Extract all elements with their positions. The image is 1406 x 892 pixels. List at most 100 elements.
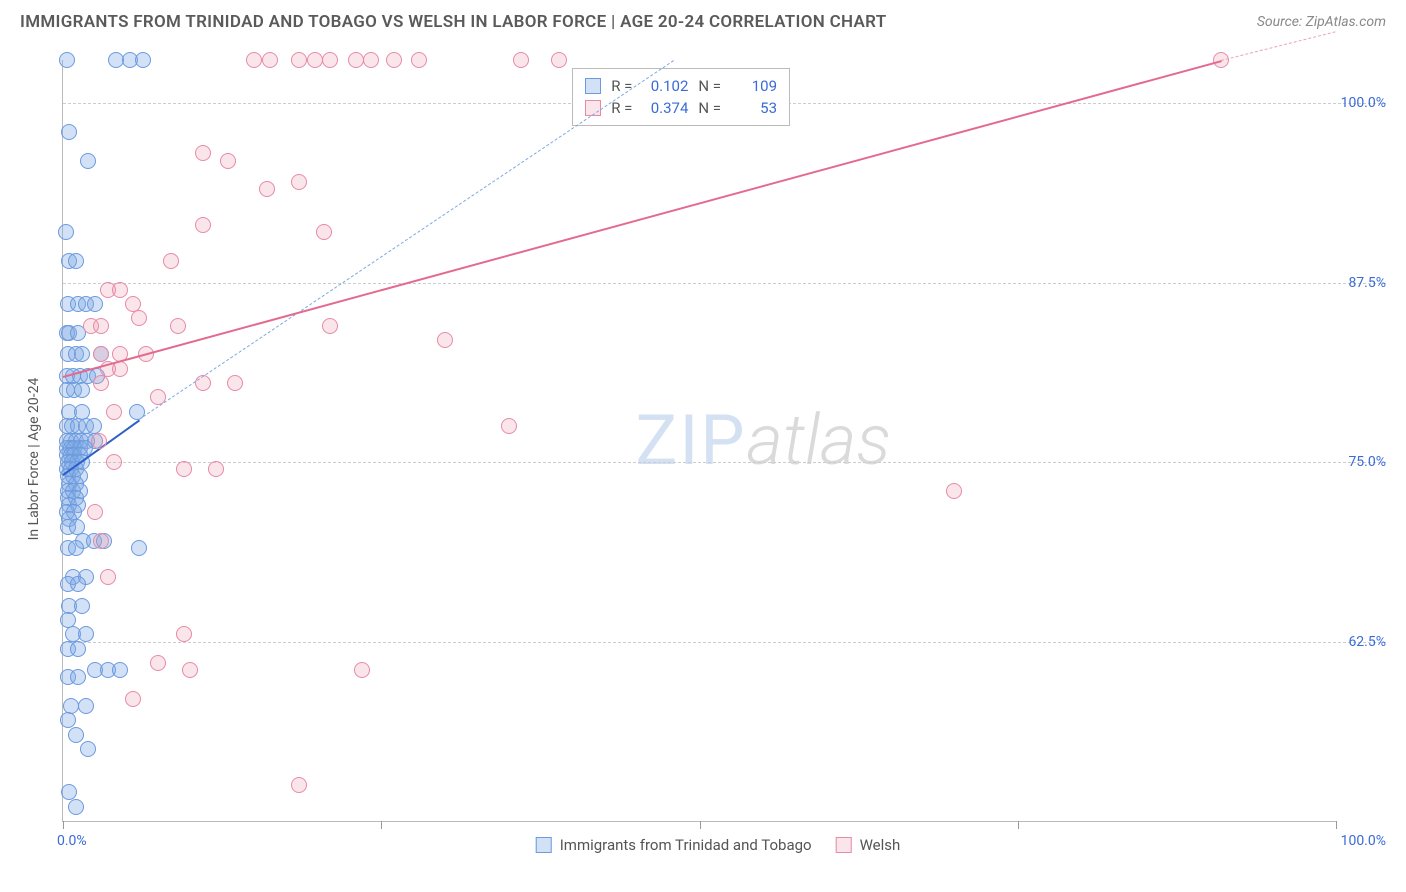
x-tick: [1018, 821, 1019, 829]
data-point: [93, 318, 109, 334]
legend-swatch-b: [836, 837, 852, 853]
data-point: [176, 461, 192, 477]
data-point: [80, 741, 96, 757]
data-point: [946, 483, 962, 499]
y-tick-label: 87.5%: [1348, 275, 1386, 291]
data-point: [182, 662, 198, 678]
data-point: [112, 662, 128, 678]
data-point: [87, 504, 103, 520]
stats-r-value: 0.102: [642, 77, 688, 95]
data-point: [68, 253, 84, 269]
data-point: [80, 153, 96, 169]
data-point: [68, 540, 84, 556]
data-point: [170, 318, 186, 334]
data-point: [195, 375, 211, 391]
data-point: [74, 382, 90, 398]
plot-area: ZIPatlas 62.5%75.0%87.5%100.0%0.0%100.0%…: [62, 60, 1336, 822]
data-point: [291, 777, 307, 793]
stats-row: R = 0.102 N = 109: [585, 75, 777, 97]
data-point: [501, 418, 517, 434]
data-point: [363, 52, 379, 68]
data-point: [316, 224, 332, 240]
data-point: [195, 217, 211, 233]
data-point: [78, 626, 94, 642]
chart-container: In Labor Force | Age 20-24 ZIPatlas 62.5…: [50, 50, 1386, 852]
stats-swatch: [585, 78, 601, 94]
legend-label-b: Welsh: [860, 836, 901, 854]
data-point: [348, 52, 364, 68]
data-point: [354, 662, 370, 678]
gridline: [63, 642, 1386, 643]
y-tick-label: 75.0%: [1348, 454, 1386, 470]
data-point: [58, 224, 74, 240]
data-point: [551, 52, 567, 68]
chart-title: IMMIGRANTS FROM TRINIDAD AND TOBAGO VS W…: [20, 12, 886, 32]
watermark-atlas: atlas: [747, 400, 891, 482]
legend-item-b: Welsh: [836, 836, 901, 854]
data-point: [112, 282, 128, 298]
stats-n-value: 53: [731, 99, 777, 117]
stats-n-label: N =: [698, 77, 721, 95]
data-point: [150, 655, 166, 671]
x-max-label: 100.0%: [1341, 833, 1386, 849]
data-point: [227, 375, 243, 391]
legend-swatch-a: [536, 837, 552, 853]
data-point: [93, 533, 109, 549]
data-point: [70, 669, 86, 685]
watermark: ZIPatlas: [635, 400, 890, 482]
data-point: [322, 318, 338, 334]
x-min-label: 0.0%: [57, 833, 87, 849]
x-tick: [63, 821, 64, 829]
y-tick-label: 62.5%: [1348, 634, 1386, 650]
data-point: [100, 569, 116, 585]
stats-n-value: 109: [731, 77, 777, 95]
data-point: [246, 52, 262, 68]
stats-r-label: R =: [611, 77, 632, 95]
data-point: [93, 375, 109, 391]
data-point: [135, 52, 151, 68]
data-point: [291, 52, 307, 68]
bottom-legend: Immigrants from Trinidad and Tobago Wels…: [536, 836, 901, 854]
data-point: [70, 576, 86, 592]
gridline: [63, 283, 1386, 284]
data-point: [59, 52, 75, 68]
x-tick: [381, 821, 382, 829]
trend-line-dashed: [139, 60, 674, 420]
stats-n-label: N =: [698, 99, 721, 117]
data-point: [61, 124, 77, 140]
data-point: [70, 641, 86, 657]
data-point: [74, 346, 90, 362]
data-point: [131, 310, 147, 326]
data-point: [131, 540, 147, 556]
data-point: [68, 727, 84, 743]
data-point: [163, 253, 179, 269]
data-point: [220, 153, 236, 169]
data-point: [208, 461, 224, 477]
data-point: [63, 698, 79, 714]
watermark-zip: ZIP: [635, 400, 746, 482]
data-point: [87, 296, 103, 312]
data-point: [386, 52, 402, 68]
stats-r-label: R =: [611, 99, 632, 117]
data-point: [262, 52, 278, 68]
data-point: [150, 389, 166, 405]
data-point: [322, 52, 338, 68]
data-point: [78, 698, 94, 714]
x-tick: [700, 821, 701, 829]
data-point: [411, 52, 427, 68]
data-point: [74, 598, 90, 614]
chart-header: IMMIGRANTS FROM TRINIDAD AND TOBAGO VS W…: [0, 0, 1406, 40]
data-point: [68, 799, 84, 815]
y-tick-label: 100.0%: [1341, 95, 1386, 111]
gridline: [63, 462, 1386, 463]
data-point: [125, 691, 141, 707]
data-point: [91, 433, 107, 449]
data-point: [291, 174, 307, 190]
x-tick: [1336, 821, 1337, 829]
legend-item-a: Immigrants from Trinidad and Tobago: [536, 836, 812, 854]
chart-source: Source: ZipAtlas.com: [1257, 14, 1386, 30]
data-point: [195, 145, 211, 161]
legend-label-a: Immigrants from Trinidad and Tobago: [560, 836, 812, 854]
y-axis-label: In Labor Force | Age 20-24: [26, 378, 42, 541]
data-point: [513, 52, 529, 68]
